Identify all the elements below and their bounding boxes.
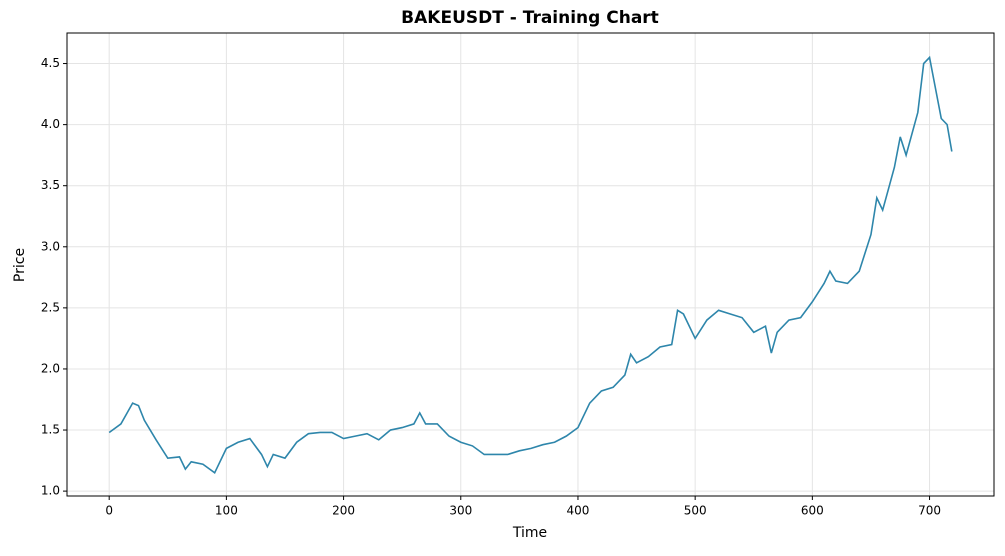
y-tick-label: 4.5 — [41, 56, 60, 70]
x-axis-label: Time — [512, 525, 547, 541]
x-tick-label: 500 — [684, 504, 707, 518]
y-axis-label: Price — [12, 248, 28, 282]
y-tick-label: 2.5 — [41, 300, 60, 314]
x-tick-label: 200 — [332, 504, 355, 518]
y-tick-label: 4.0 — [41, 117, 60, 131]
x-tick-label: 700 — [918, 504, 941, 518]
x-tick-label: 100 — [215, 504, 238, 518]
x-tick-label: 400 — [567, 504, 590, 518]
y-tick-label: 3.0 — [41, 239, 60, 253]
x-tick-label: 0 — [105, 504, 113, 518]
y-tick-label: 1.5 — [41, 423, 60, 437]
y-tick-label: 2.0 — [41, 361, 60, 375]
x-tick-label: 300 — [449, 504, 472, 518]
plot-frame — [66, 32, 995, 497]
y-tick-label: 3.5 — [41, 178, 60, 192]
price-line — [108, 55, 953, 475]
chart-title: BAKEUSDT - Training Chart — [401, 8, 659, 28]
x-tick-label: 600 — [801, 504, 824, 518]
y-tick-label: 1.0 — [41, 484, 60, 498]
